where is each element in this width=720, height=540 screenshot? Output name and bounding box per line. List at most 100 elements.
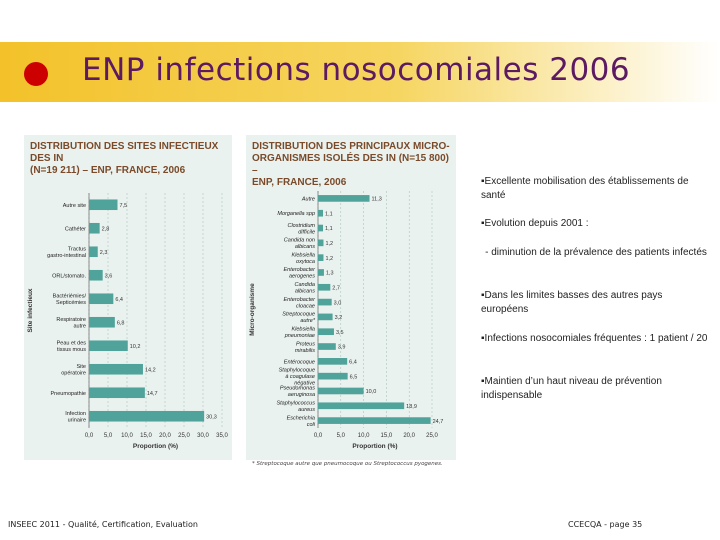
category-label: Septicémies xyxy=(56,300,86,306)
bullet-text: Evolution depuis 2001 : xyxy=(484,218,589,229)
bar xyxy=(89,363,143,375)
category-label: ORL/stomato. xyxy=(52,273,86,279)
x-tick-label: 10,0 xyxy=(358,433,370,439)
value-label: 2,8 xyxy=(102,226,110,232)
bar xyxy=(89,199,118,211)
y-axis-title: Micro-organisme xyxy=(249,283,256,336)
bar xyxy=(318,313,333,321)
category-label: cloacae xyxy=(296,303,315,309)
category-label: Pseudomonas xyxy=(280,386,315,392)
x-tick-label: 25,0 xyxy=(426,433,438,439)
category-label: Staphylococcus xyxy=(276,401,315,407)
value-label: 6,5 xyxy=(350,374,358,380)
footer-left: INSEEC 2011 - Qualité, Certification, Ev… xyxy=(8,520,198,529)
category-label: aureus xyxy=(298,407,315,413)
category-label: albicans xyxy=(295,244,315,250)
value-label: 11,3 xyxy=(372,197,382,203)
category-label: Candida xyxy=(295,282,316,288)
category-label: Bactériémies/ xyxy=(53,294,87,300)
value-label: 6,4 xyxy=(115,297,123,303)
category-label: Streptocoque xyxy=(282,312,315,318)
category-label: Morganella spp xyxy=(277,211,315,217)
y-axis-title: Site infectieux xyxy=(27,288,34,332)
chart-infection-sites-plot: 0,0 5,0 10,0 15,0 20,0 25,0 30,0 35,0 7,5 Autre s… xyxy=(27,193,228,450)
value-label: 1,1 xyxy=(325,211,333,217)
value-label: 1,3 xyxy=(326,271,334,277)
x-tick-label: 5,0 xyxy=(337,433,346,439)
category-label: gastro-intestinal xyxy=(47,253,86,259)
bar xyxy=(318,328,334,336)
category-label: autre* xyxy=(300,318,316,324)
footer-right: CCECQA - page 35 xyxy=(568,520,643,529)
bar xyxy=(318,283,331,291)
value-label: 7,5 xyxy=(120,203,128,209)
value-label: 1,2 xyxy=(325,256,333,262)
bullet-item: ▪Dans les limites basses des autres pays… xyxy=(481,290,663,315)
x-tick-label: 0,0 xyxy=(85,433,94,439)
x-axis-title: Proportion (%) xyxy=(352,443,397,450)
category-label: Peau et des xyxy=(57,341,87,347)
value-label: 30,3 xyxy=(206,414,217,420)
value-label: 3,9 xyxy=(338,345,346,351)
category-label: oxytoca xyxy=(296,259,315,265)
category-label: albicans xyxy=(295,289,315,295)
category-label: Enterobacter xyxy=(284,267,317,273)
category-label: Staphylocoque xyxy=(279,368,315,374)
bullet-text: Maintien d’un haut niveau de prévention … xyxy=(481,376,662,401)
x-tick-label: 15,0 xyxy=(381,433,393,439)
bullet-item: ▪Maintien d’un haut niveau de prévention… xyxy=(481,376,662,401)
bar xyxy=(89,222,100,234)
title-bullet-icon xyxy=(24,62,48,86)
chart-title-line: (N=19 211) – ENP, France, 2006 xyxy=(30,165,186,176)
x-tick-label: 15,0 xyxy=(140,433,152,439)
value-label: 10,2 xyxy=(130,344,141,350)
bar xyxy=(89,293,114,305)
value-label: 3,2 xyxy=(335,315,343,321)
bullet-text: Infections nosocomiales fréquentes : 1 p… xyxy=(484,333,708,344)
category-label: opératoire xyxy=(61,371,86,377)
bullet-text: Excellente mobilisation des établissemen… xyxy=(481,176,689,201)
category-label: à coagulase xyxy=(285,374,315,380)
bar xyxy=(318,402,405,410)
category-label: Pneumopathie xyxy=(51,391,86,397)
x-tick-label: 30,0 xyxy=(197,433,209,439)
value-label: 24,7 xyxy=(433,419,444,425)
category-label: Autre site xyxy=(63,203,86,209)
x-tick-label: 35,0 xyxy=(216,433,228,439)
value-label: 3,6 xyxy=(105,273,113,279)
category-label: pneumoniae xyxy=(284,333,315,339)
bar xyxy=(318,358,348,365)
x-tick-label: 10,0 xyxy=(121,433,133,439)
category-label: aerogenes xyxy=(289,274,315,280)
bar xyxy=(318,343,336,350)
bullet-item: ▪Excellente mobilisation des établisseme… xyxy=(481,176,689,201)
category-label: Klebsiella xyxy=(291,252,315,258)
category-label: Escherichia xyxy=(287,415,315,421)
bar xyxy=(318,298,332,306)
bar xyxy=(318,254,324,261)
x-tick-label: 20,0 xyxy=(403,433,415,439)
value-label: 1,2 xyxy=(325,241,333,247)
category-label: autre xyxy=(73,324,86,330)
bar xyxy=(89,269,103,281)
category-label: mirabilis xyxy=(295,348,315,354)
category-label: Clostridium xyxy=(287,223,315,229)
bar xyxy=(318,372,348,380)
chart-title: Distribution des sites infectieux des IN… xyxy=(30,141,226,177)
bar xyxy=(318,239,324,247)
chart-title-line: Distribution des principaux micro- xyxy=(252,141,450,152)
category-label: aeruginosa xyxy=(288,392,315,398)
category-label: Candida non xyxy=(284,238,315,244)
value-label: 10,0 xyxy=(366,389,377,395)
category-label: Enterobacter xyxy=(284,297,317,303)
bullet-item: ▪Infections nosocomiales fréquentes : 1 … xyxy=(481,333,708,344)
value-label: 18,9 xyxy=(406,404,417,410)
category-label: négative xyxy=(294,381,315,387)
category-label: Infection xyxy=(65,411,86,417)
bar xyxy=(89,340,128,352)
value-label: 1,1 xyxy=(325,226,333,232)
bar xyxy=(318,209,324,217)
bar xyxy=(89,316,115,328)
category-label: Site xyxy=(77,364,86,370)
title-banner xyxy=(0,42,720,102)
